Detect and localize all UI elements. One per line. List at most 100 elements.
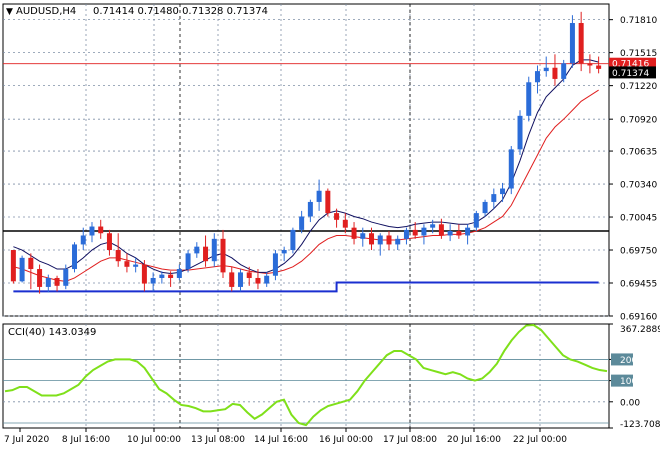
price-tick-label: 0.69455 bbox=[620, 280, 657, 290]
time-tick-label: 20 Jul 16:00 bbox=[447, 435, 501, 445]
candle bbox=[37, 264, 43, 294]
price-tick-label: 0.70340 bbox=[620, 181, 657, 191]
candle bbox=[360, 227, 366, 247]
candle bbox=[386, 231, 392, 251]
candle-body bbox=[325, 190, 331, 214]
candle-body bbox=[37, 269, 43, 287]
candle bbox=[168, 271, 174, 287]
candle bbox=[10, 250, 16, 284]
candle-body bbox=[307, 201, 313, 217]
dropdown-triangle-icon[interactable]: ▼ bbox=[6, 7, 13, 17]
candle bbox=[246, 266, 252, 286]
price-axis: 0.71810 0.71515 0.71220 0.70920 0.70635 0.703… bbox=[609, 16, 657, 323]
candle bbox=[290, 227, 296, 254]
candle-body bbox=[54, 277, 60, 286]
candle-body bbox=[185, 253, 191, 270]
candle-body bbox=[517, 115, 523, 150]
candle bbox=[438, 218, 444, 239]
candle bbox=[115, 233, 121, 267]
cci-series bbox=[4, 323, 608, 427]
candle-body bbox=[159, 274, 165, 278]
price-tick-label: 0.71220 bbox=[620, 82, 657, 92]
cci-level-tag bbox=[611, 353, 633, 366]
candle-body bbox=[543, 67, 549, 72]
candle bbox=[255, 269, 261, 290]
candle-body bbox=[316, 190, 322, 202]
candle bbox=[412, 222, 418, 239]
candle bbox=[578, 11, 584, 72]
time-tick-label: 8 Jul 16:00 bbox=[62, 435, 111, 445]
candle bbox=[334, 208, 340, 228]
candle-body bbox=[369, 233, 375, 245]
candle-body bbox=[377, 235, 383, 245]
candle bbox=[203, 235, 209, 267]
candle bbox=[124, 253, 130, 273]
price-grid bbox=[3, 4, 609, 317]
candle-body bbox=[237, 272, 243, 287]
candle bbox=[421, 224, 427, 245]
candle bbox=[517, 110, 523, 155]
candle-body bbox=[194, 246, 200, 254]
candle-body bbox=[80, 235, 86, 245]
current-line-tag: 0.71416 bbox=[609, 57, 656, 70]
candle-body bbox=[272, 253, 278, 276]
candle-body bbox=[211, 238, 217, 262]
candle bbox=[342, 213, 348, 234]
time-tick-label: 16 Jul 00:00 bbox=[319, 435, 373, 445]
candle bbox=[447, 224, 453, 242]
price-tick-label: 0.71515 bbox=[620, 49, 657, 59]
candle bbox=[369, 227, 375, 251]
candle bbox=[133, 257, 139, 273]
cci-tick-label: 200 bbox=[620, 356, 637, 366]
candle-body bbox=[596, 65, 602, 69]
candle-body bbox=[491, 194, 497, 202]
cci-tick-label: 0.00 bbox=[620, 398, 640, 408]
candle-body bbox=[106, 233, 112, 251]
candle-body bbox=[526, 82, 532, 116]
candle-body bbox=[360, 233, 366, 239]
candle bbox=[325, 188, 331, 217]
candle bbox=[543, 56, 549, 77]
candle bbox=[89, 222, 95, 243]
candle-body bbox=[482, 201, 488, 214]
candle bbox=[569, 15, 575, 68]
time-tick-label: 13 Jul 08:00 bbox=[191, 435, 245, 445]
candle-body bbox=[421, 227, 427, 236]
candle-body bbox=[395, 238, 401, 245]
candle-body bbox=[412, 229, 418, 236]
candle bbox=[430, 219, 436, 234]
candle bbox=[176, 264, 182, 281]
candle-body bbox=[141, 264, 147, 284]
candle bbox=[316, 179, 322, 211]
candle-body bbox=[115, 250, 121, 262]
candle bbox=[211, 233, 217, 267]
candle-body bbox=[465, 227, 471, 236]
candle bbox=[465, 224, 471, 245]
candle-body bbox=[342, 219, 348, 228]
candle-body bbox=[403, 229, 409, 239]
candle-body bbox=[264, 275, 270, 284]
candle-body bbox=[150, 277, 156, 284]
candle bbox=[80, 227, 86, 251]
price-tick-label: 0.70920 bbox=[620, 116, 657, 126]
candle-body bbox=[98, 226, 104, 234]
candle bbox=[491, 188, 497, 209]
candle bbox=[194, 242, 200, 258]
candle-body bbox=[351, 227, 357, 239]
candle bbox=[395, 235, 401, 251]
cci-indicator-area[interactable] bbox=[2, 323, 610, 429]
candle-body bbox=[124, 261, 130, 267]
candle-body bbox=[281, 250, 287, 254]
candle-body bbox=[299, 216, 305, 230]
candle bbox=[272, 250, 278, 281]
price-chart-area[interactable] bbox=[2, 3, 610, 317]
time-tick-label: 10 Jul 00:00 bbox=[127, 435, 181, 445]
candle bbox=[63, 264, 69, 290]
candle bbox=[534, 65, 540, 94]
cci-line bbox=[4, 323, 608, 427]
candle bbox=[456, 224, 462, 239]
candle bbox=[45, 274, 51, 293]
candle bbox=[54, 275, 60, 292]
price-tick-label: 0.70045 bbox=[620, 214, 657, 224]
candle-body bbox=[473, 213, 479, 228]
